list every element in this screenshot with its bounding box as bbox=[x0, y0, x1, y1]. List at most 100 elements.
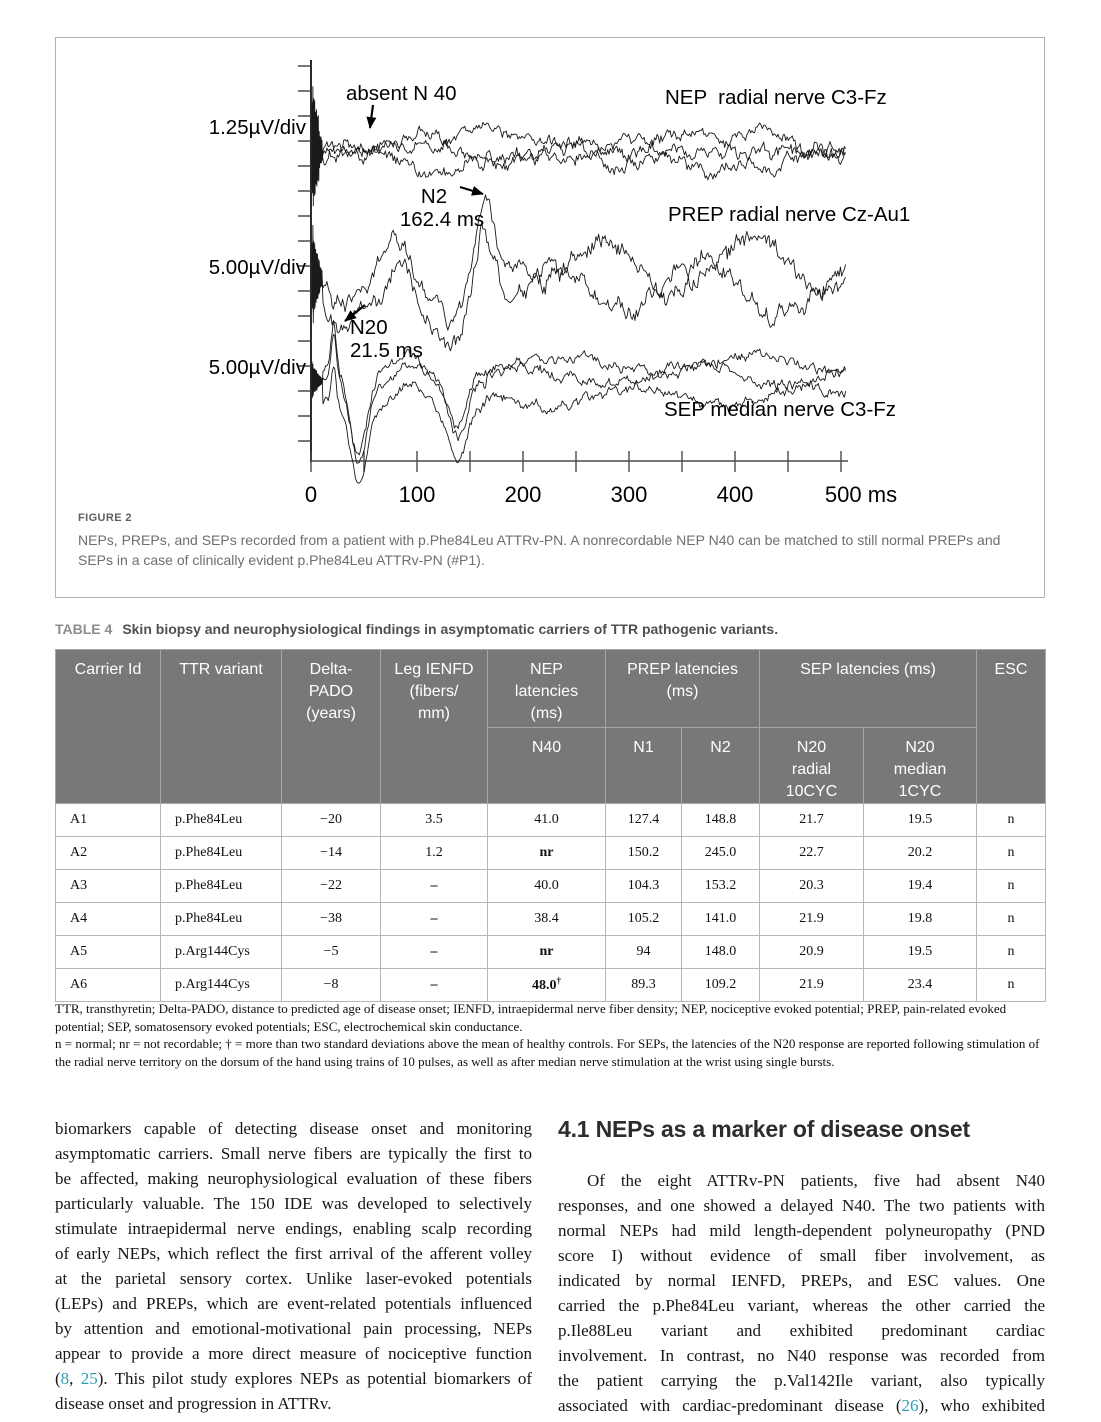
col-header-esc: ESC bbox=[976, 649, 1046, 804]
text-segment: the patient carrying the p.Val142Ile var… bbox=[558, 1371, 1045, 1390]
table-cell: n bbox=[976, 968, 1046, 1002]
text-line: appear to provide a more direct measure … bbox=[55, 1341, 532, 1366]
table-cell: 41.0 bbox=[487, 803, 606, 837]
text-segment: score I) without evidence of small fiber… bbox=[558, 1246, 1045, 1265]
text-line: disease onset and progression in ATTRv. bbox=[55, 1391, 532, 1416]
col-subheader-n1: N1 bbox=[605, 727, 682, 804]
table-cell: 40.0 bbox=[487, 869, 606, 903]
table-cell: A6 bbox=[55, 968, 161, 1002]
footnote-symbols: n = normal; nr = not recordable; † = mor… bbox=[55, 1036, 1040, 1069]
table-cell: 109.2 bbox=[681, 968, 760, 1002]
table-cell: 21.9 bbox=[759, 968, 864, 1002]
table-cell: −5 bbox=[281, 935, 381, 969]
table-cell: 20.3 bbox=[759, 869, 864, 903]
table-label: TABLE 4 bbox=[55, 621, 113, 637]
table-row: A3 p.Phe84Leu −22–40.0 104.3 153.2 20.3 19.4 n bbox=[55, 869, 1046, 903]
text-line: score I) without evidence of small fiber… bbox=[558, 1243, 1045, 1268]
body-left-column: biomarkers capable of detecting disease … bbox=[55, 1116, 532, 1416]
col-header-prep-latencies: PREP latencies (ms) bbox=[605, 649, 760, 728]
table-cell: 21.7 bbox=[759, 803, 864, 837]
text-segment: carried the p.Phe84Leu variant, whereas … bbox=[558, 1296, 1045, 1315]
arrow-n20 bbox=[344, 304, 366, 322]
table-cell: 38.4 bbox=[487, 902, 606, 936]
table-cell: 19.5 bbox=[863, 935, 977, 969]
text-line: the patient carrying the p.Val142Ile var… bbox=[558, 1368, 1045, 1393]
text-line: Of the eight ATTRv-PN patients, five had… bbox=[558, 1168, 1045, 1193]
text-line: at the parietal sensory cortex. Unlike l… bbox=[55, 1266, 532, 1291]
scale-label-sep: 5.00µV/div bbox=[209, 356, 307, 379]
trace-title-nep: NEP radial nerve C3-Fz bbox=[665, 86, 887, 109]
evoked-potential-trace bbox=[311, 101, 846, 194]
table-cell: A3 bbox=[55, 869, 161, 903]
peak-label-n2: N2 bbox=[421, 185, 447, 208]
text-segment: asymptomatic carriers. Small nerve fiber… bbox=[55, 1144, 532, 1163]
text-segment: disease onset and progression in ATTRv. bbox=[55, 1394, 332, 1413]
table-4: Carrier Id TTR variant Delta- PADO (year… bbox=[55, 649, 1046, 1002]
x-tick-label: 200 bbox=[505, 482, 542, 507]
table-cell: – bbox=[380, 935, 488, 969]
table-cell: 48.0† bbox=[487, 968, 606, 1002]
trace-title-prep: PREP radial nerve Cz-Au1 bbox=[668, 203, 910, 226]
annotation-absent-n40: absent N 40 bbox=[346, 82, 457, 105]
citation-link[interactable]: 26 bbox=[901, 1396, 919, 1415]
scale-label-prep: 5.00µV/div bbox=[209, 256, 307, 279]
table-cell: 94 bbox=[605, 935, 682, 969]
col-header-nep-latencies: NEP latencies (ms) bbox=[487, 649, 606, 728]
table-cell: n bbox=[976, 803, 1046, 837]
peak-latency-n20: 21.5 ms bbox=[350, 339, 423, 362]
text-segment: indicated by normal IENFD, PREPs, and ES… bbox=[558, 1271, 1045, 1290]
footnote-abbreviations: TTR, transthyretin; Delta-PADO, distance… bbox=[55, 1001, 1007, 1034]
trace-title-sep: SEP median nerve C3-Fz bbox=[664, 398, 896, 421]
text-segment: ). This pilot study explores NEPs as pot… bbox=[97, 1369, 532, 1388]
table-cell: 105.2 bbox=[605, 902, 682, 936]
text-line: p.Ile88Leu variant and exhibited predomi… bbox=[558, 1318, 1045, 1343]
text-segment: (LEPs) and PREPs, which are event-relate… bbox=[55, 1294, 532, 1313]
text-segment: be affected, making neurophysiological e… bbox=[55, 1169, 532, 1188]
text-segment: appear to provide a more direct measure … bbox=[55, 1344, 532, 1363]
text-segment: associated with cardiac-predominant dise… bbox=[558, 1396, 902, 1415]
figure-2-plot: 0 100 200 300 400 500 ms absent N 40 1.25µV/div… bbox=[209, 60, 910, 507]
table-cell: −20 bbox=[281, 803, 381, 837]
text-line: of early NEPs, which reflect the first a… bbox=[55, 1241, 532, 1266]
col-header-ttr-variant: TTR variant bbox=[160, 649, 282, 804]
table-cell: p.Phe84Leu bbox=[160, 869, 282, 903]
table-cell: 1.2 bbox=[380, 836, 488, 870]
text-segment: responses, and one showed a delayed N40.… bbox=[558, 1196, 1045, 1215]
scale-label-nep: 1.25µV/div bbox=[209, 116, 307, 139]
table-cell: n bbox=[976, 869, 1046, 903]
col-header-sep-latencies: SEP latencies (ms) bbox=[759, 649, 977, 728]
table-cell: 20.9 bbox=[759, 935, 864, 969]
table-row: A1 p.Phe84Leu −20 3.5 41.0 127.4 148.8 21.7 19.5… bbox=[55, 803, 1046, 837]
table-cell: 20.2 bbox=[863, 836, 977, 870]
text-line: normal NEPs had mild length-dependent po… bbox=[558, 1218, 1045, 1243]
table-cell: 127.4 bbox=[605, 803, 682, 837]
citation-link[interactable]: 25 bbox=[80, 1369, 98, 1388]
table-cell: n bbox=[976, 836, 1046, 870]
table-cell: p.Phe84Leu bbox=[160, 803, 282, 837]
x-tick-label: 500 ms bbox=[825, 482, 897, 507]
table-cell: n bbox=[976, 935, 1046, 969]
evoked-potential-trace bbox=[311, 86, 846, 207]
text-line: carried the p.Phe84Leu variant, whereas … bbox=[558, 1293, 1045, 1318]
text-line: responses, and one showed a delayed N40.… bbox=[558, 1193, 1045, 1218]
evoked-potential-trace bbox=[311, 194, 846, 331]
evoked-potential-trace bbox=[311, 366, 847, 484]
figure-caption-block: FIGURE 2 NEPs, PREPs, and SEPs recorded … bbox=[78, 512, 1018, 570]
table-cell: −22 bbox=[281, 869, 381, 903]
citation-link[interactable]: 8 bbox=[60, 1369, 70, 1388]
text-segment: biomarkers capable of detecting disease … bbox=[55, 1119, 532, 1138]
x-axis-ticks bbox=[310, 451, 842, 472]
table-row: A6 p.Arg144Cys −8–48.0† 89.3 109.2 21.9 23.4 n bbox=[55, 968, 1046, 1002]
table-cell: 89.3 bbox=[605, 968, 682, 1002]
col-header-delta-pado: Delta- PADO (years) bbox=[281, 649, 381, 804]
table-cell: nr bbox=[487, 935, 606, 969]
evoked-potential-trace bbox=[311, 320, 846, 456]
x-tick-label: 0 bbox=[305, 482, 317, 507]
table-cell: A5 bbox=[55, 935, 161, 969]
figure-label: FIGURE 2 bbox=[78, 512, 132, 524]
table-cell: 148.8 bbox=[681, 803, 760, 837]
x-tick-label: 300 bbox=[611, 482, 648, 507]
table-cell: 3.5 bbox=[380, 803, 488, 837]
table-row: A5 p.Arg144Cys −5– nr 94 148.0 20.9 19.5 n bbox=[55, 935, 1046, 969]
